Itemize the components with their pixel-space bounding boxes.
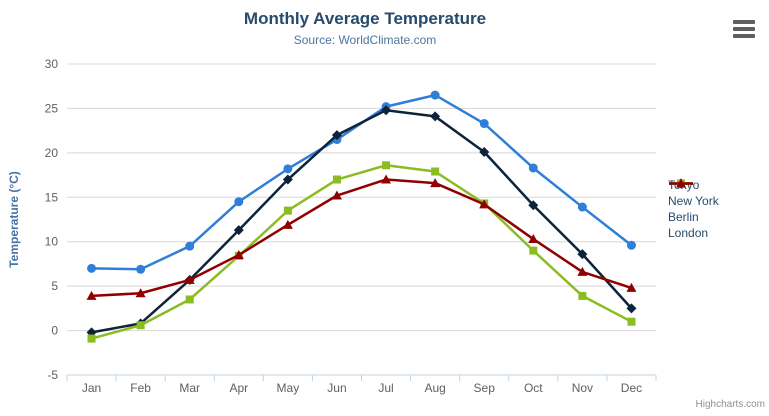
data-point-marker[interactable] [627,317,636,326]
hamburger-icon [733,20,755,24]
data-point-marker[interactable] [233,225,244,236]
data-point-marker[interactable] [626,303,637,314]
data-point-marker[interactable] [234,197,244,207]
series-berlin[interactable] [87,161,636,343]
series-line [90,108,633,334]
x-axis-label: Jul [378,381,393,395]
x-axis-label: Nov [572,381,593,395]
data-point-marker[interactable] [233,250,244,260]
data-point-marker[interactable] [283,164,293,174]
data-point-marker[interactable] [430,178,441,188]
x-axis-label: Dec [621,381,642,395]
data-point-marker[interactable] [331,190,342,200]
data-point-marker[interactable] [479,119,489,129]
data-point-marker[interactable] [87,334,96,343]
series-london[interactable] [86,174,637,300]
legend-label: London [668,226,709,240]
data-point-marker[interactable] [135,288,146,298]
data-point-marker[interactable] [528,163,538,173]
legend-item-london[interactable]: London [668,178,719,241]
series-line [90,93,633,271]
data-point-marker[interactable] [282,219,293,229]
hamburger-icon [733,34,755,38]
data-point-marker[interactable] [430,111,441,122]
data-point-marker[interactable] [528,234,539,244]
data-point-marker[interactable] [136,264,146,274]
data-point-marker[interactable] [283,206,292,215]
data-point-marker[interactable] [626,240,636,250]
data-point-marker[interactable] [86,290,97,300]
data-point-marker[interactable] [431,167,440,176]
data-point-marker[interactable] [577,249,588,260]
x-axis-label: Jan [82,381,101,395]
x-axis-label: Jun [327,381,346,395]
legend-item-new-york[interactable]: New York [668,178,719,209]
data-point-marker[interactable] [577,202,587,212]
y-axis-label: 5 [51,279,58,293]
legend-label: Berlin [668,210,699,224]
legend-item-berlin[interactable]: Berlin [668,179,719,225]
legend-label: New York [668,194,719,208]
series-tokyo[interactable] [87,90,636,274]
x-axis-label: Apr [229,381,248,395]
y-axis-label: 25 [45,101,59,115]
highcharts-credit[interactable]: Highcharts.com [695,399,765,410]
data-point-marker[interactable] [626,282,637,292]
data-point-marker[interactable] [185,241,195,251]
x-axis-label: May [277,381,300,395]
data-point-marker[interactable] [578,291,587,300]
data-point-marker[interactable] [332,175,341,184]
x-axis-label: Mar [179,381,200,395]
data-point-marker[interactable] [528,200,539,211]
y-axis-label: 10 [45,235,59,249]
series-line [90,164,633,340]
data-point-marker[interactable] [282,174,293,185]
data-point-marker[interactable] [479,146,490,157]
x-axis-label: Oct [524,381,543,395]
chart-title: Monthly Average Temperature [243,9,487,28]
series-line [90,178,633,298]
y-axis-label: 15 [45,190,59,204]
data-point-marker[interactable] [136,321,145,330]
y-axis-label: 30 [45,57,59,71]
data-point-marker[interactable] [479,199,490,209]
data-point-marker[interactable] [87,263,97,273]
chart-subtitle: Source: WorldClimate.com [293,33,437,47]
data-point-marker[interactable] [331,130,342,141]
context-menu-button[interactable] [733,19,755,39]
triangle-marker-icon [669,178,693,188]
data-point-marker[interactable] [185,295,194,304]
x-axis-label: Sep [474,381,496,395]
data-point-marker[interactable] [577,266,588,276]
hamburger-icon [733,27,755,31]
y-axis-title: Temperature (°C) [7,171,21,268]
data-point-marker[interactable] [381,105,392,116]
y-axis-label: 20 [45,146,59,160]
series-new-york[interactable] [86,105,637,338]
data-point-marker[interactable] [382,161,391,170]
data-point-marker[interactable] [381,174,392,184]
data-point-marker[interactable] [430,90,440,100]
x-axis-label: Aug [424,381,445,395]
data-point-marker[interactable] [529,246,538,255]
data-point-marker[interactable] [184,274,195,284]
y-axis-label: 0 [51,324,58,338]
y-axis-label: -5 [47,368,58,382]
x-axis-label: Feb [130,381,151,395]
